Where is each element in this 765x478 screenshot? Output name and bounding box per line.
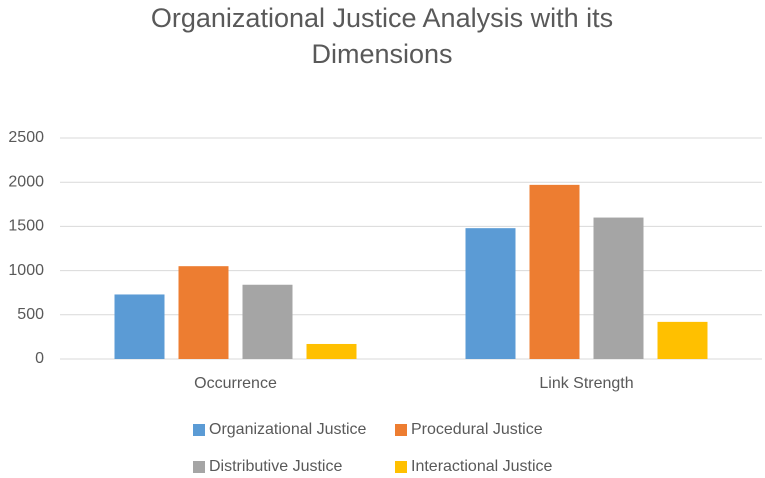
legend-swatch <box>395 461 407 473</box>
y-tick-label: 500 <box>17 306 44 323</box>
bar <box>178 266 229 359</box>
bar <box>242 284 293 359</box>
legend-label: Procedural Justice <box>411 421 543 438</box>
y-tick-label: 1000 <box>8 262 44 279</box>
chart-title: Organizational Justice Analysis with its… <box>150 3 614 69</box>
legend-label: Interactional Justice <box>411 458 553 475</box>
legend-swatch <box>193 461 205 473</box>
bar <box>529 184 580 359</box>
legend-swatch <box>193 424 205 436</box>
bar <box>306 343 357 359</box>
x-tick-label: Occurrence <box>194 375 277 392</box>
legend-swatch <box>395 424 407 436</box>
bar <box>114 294 165 359</box>
x-tick-label: Link Strength <box>539 375 633 392</box>
y-tick-label: 2000 <box>8 173 44 190</box>
bar <box>657 321 708 359</box>
y-tick-label: 0 <box>35 350 44 367</box>
legend-label: Distributive Justice <box>209 458 342 475</box>
y-tick-label: 2500 <box>8 129 44 146</box>
y-tick-label: 1500 <box>8 218 44 235</box>
bar <box>593 217 644 359</box>
bar <box>465 228 516 359</box>
legend-label: Organizational Justice <box>209 421 367 438</box>
